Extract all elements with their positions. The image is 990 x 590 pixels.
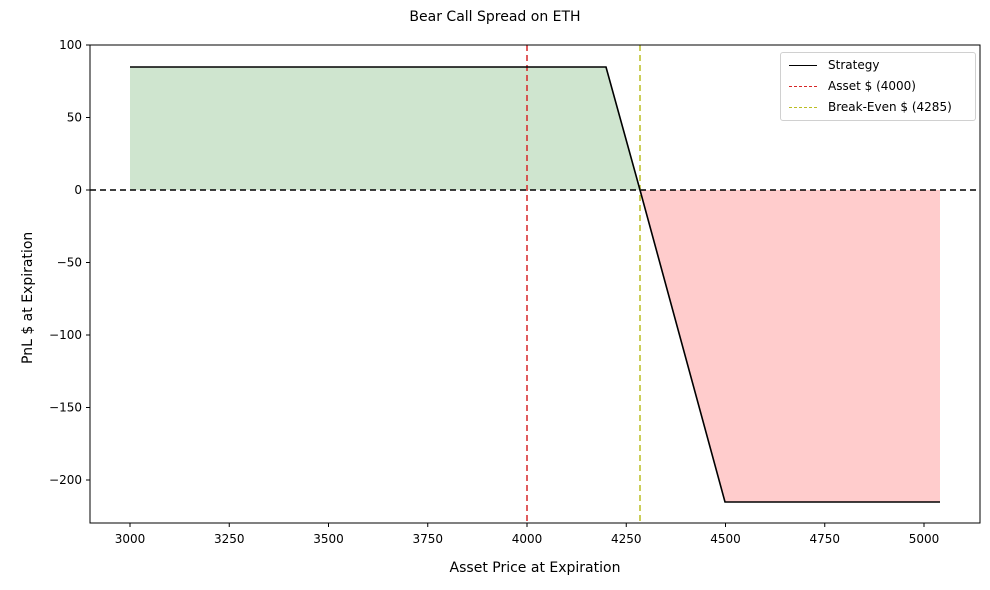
y-tick-label: 50 [67,111,82,125]
legend-item-strategy: Strategy [789,55,879,75]
legend-label: Asset $ (4000) [828,79,916,93]
x-tick-label: 3250 [214,532,245,546]
y-tick-label: −50 [57,256,82,270]
loss-fill [640,190,940,502]
strategy-line [130,66,940,503]
y-axis-label: PnL $ at Expiration [20,231,36,364]
y-tick-label: 100 [59,38,82,52]
legend: Strategy Asset $ (4000) Break-Even $ (42… [780,52,976,121]
profit-fill [130,67,640,190]
legend-label: Break-Even $ (4285) [828,100,952,114]
chart-title: Bear Call Spread on ETH [409,9,581,25]
x-tick-label: 3500 [313,532,344,546]
axes-frame [89,44,981,524]
x-tick-label: 5000 [909,532,940,546]
y-axis: 100 50 0 −50 −100 −150 −200 [49,38,90,487]
x-axis: 3000 3250 3500 3750 4000 4250 4500 4750 5000 [115,523,940,546]
x-tick-label: 4750 [809,532,840,546]
x-tick-label: 3750 [412,532,443,546]
x-axis-label: Asset Price at Expiration [449,560,621,576]
y-tick-label: −200 [49,473,82,487]
legend-item-breakeven: Break-Even $ (4285) [789,97,952,117]
legend-label: Strategy [828,58,880,72]
y-tick-label: −150 [49,401,82,415]
y-tick-label: −100 [49,328,82,342]
x-tick-label: 3000 [115,532,146,546]
y-tick-label: 0 [74,183,82,197]
solid-line-icon [789,64,817,66]
red-dashed-line-icon [789,85,817,87]
x-tick-label: 4250 [611,532,642,546]
legend-item-asset: Asset $ (4000) [789,76,916,96]
x-tick-label: 4500 [710,532,741,546]
yellow-dashed-line-icon [789,106,817,108]
x-tick-label: 4000 [512,532,543,546]
